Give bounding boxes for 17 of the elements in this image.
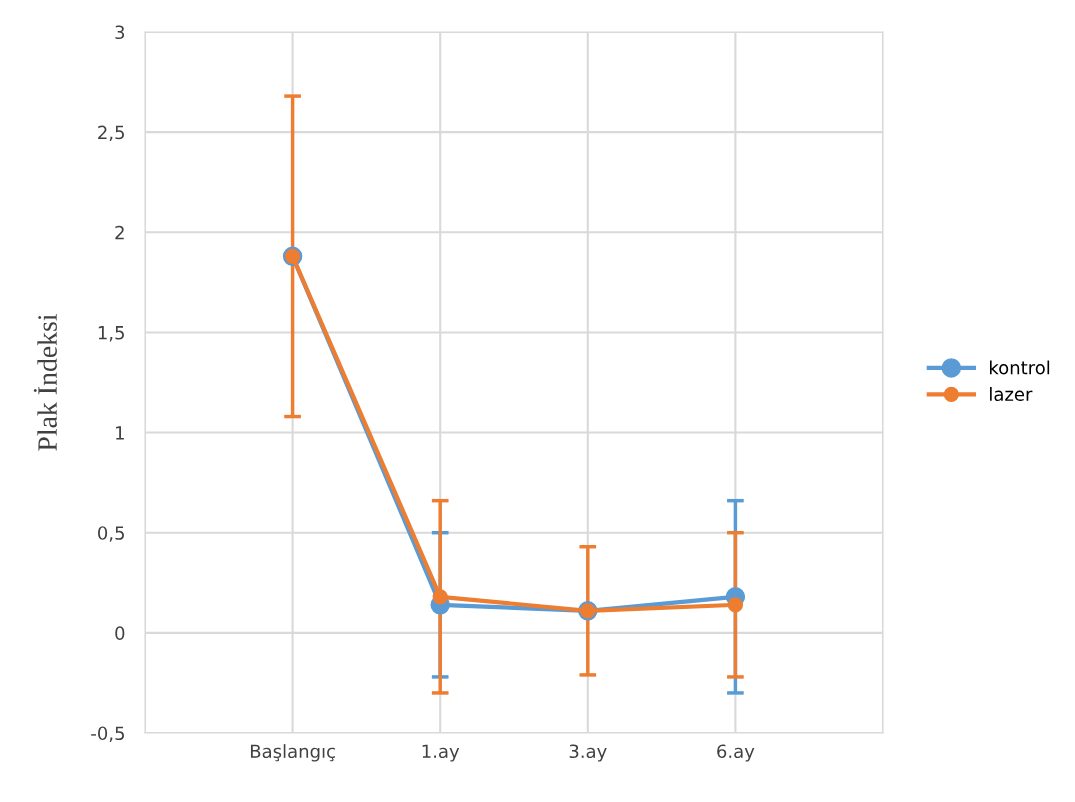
legend-label: kontrol [989,360,1050,375]
y-tick-label: 3 [115,25,125,40]
y-tick-label: 1,5 [98,326,124,342]
y-axis-title: Plak İndeksi [33,313,57,451]
y-tick-label: 0 [115,626,125,640]
y-tick-label: 0,5 [98,526,124,542]
point [727,597,744,613]
x-tick-label: 3.ay [569,744,607,762]
legend-label: lazer [990,387,1033,401]
y-tick-label: 2,5 [98,125,124,142]
y-tick-label: 1 [116,426,124,440]
y-tick-label: -0,5 [91,726,124,742]
y-tick-label: 2 [115,225,124,240]
point [432,589,448,605]
x-tick-label: 1.ay [422,744,460,762]
x-tick-label: Başlangıç [250,744,335,762]
x-tick-label: 6.ay [717,744,755,762]
